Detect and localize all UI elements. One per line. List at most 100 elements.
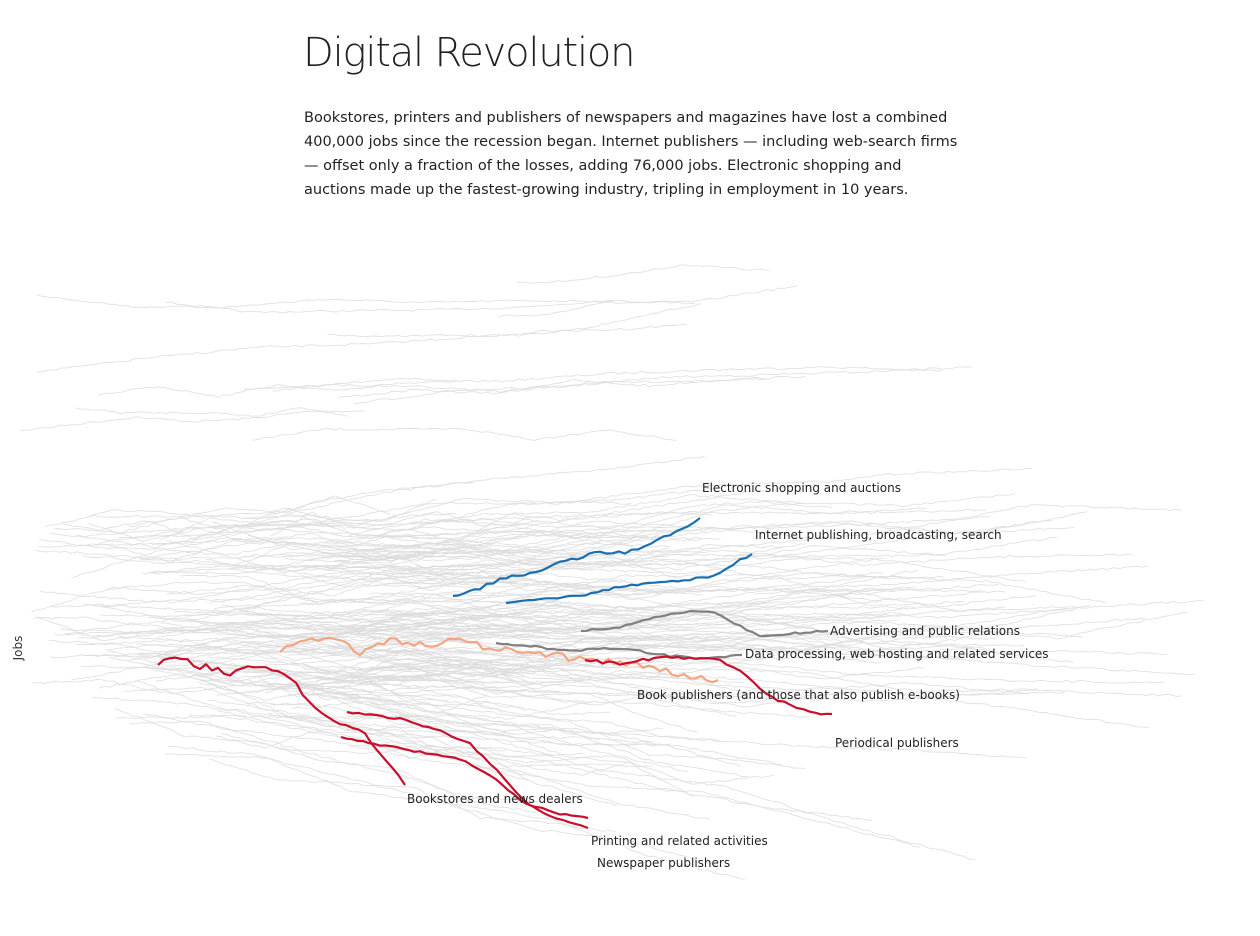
background-series-line (333, 642, 551, 674)
background-series-line (153, 669, 565, 695)
background-series-line (138, 467, 1032, 561)
background-series-line (403, 611, 1187, 673)
background-series-line (167, 745, 722, 868)
series-label-5: Periodical publishers (835, 736, 959, 750)
background-series-line (61, 495, 391, 534)
background-series-line (99, 598, 561, 623)
background-series-line (375, 649, 698, 733)
background-series-line (324, 547, 1133, 568)
background-series-line (370, 565, 1149, 597)
background-series-line (129, 720, 540, 803)
background-series-line (339, 612, 900, 654)
background-series-line (251, 427, 676, 441)
background-series-line (116, 715, 783, 765)
background-series-line (323, 504, 927, 549)
series-label-7: Printing and related activities (591, 834, 768, 848)
background-series-line (362, 608, 1195, 676)
background-series-line (297, 680, 612, 716)
background-series-line (287, 647, 1164, 684)
background-series-line (128, 498, 437, 534)
background-series-line (242, 528, 690, 562)
background-series-line (152, 533, 702, 575)
background-series-line (80, 638, 512, 662)
background-series-line (348, 518, 809, 540)
background-series-line (205, 559, 534, 580)
background-series-line (208, 699, 554, 757)
background-series-line (332, 675, 645, 706)
background-series-line (51, 543, 807, 608)
background-series-line (209, 656, 504, 714)
background-series-line (333, 692, 806, 769)
background-series-line (208, 758, 617, 833)
background-series-line (135, 643, 774, 696)
background-series-line (372, 493, 1016, 537)
series-label-8: Newspaper publishers (597, 856, 730, 870)
background-series-line (309, 683, 810, 718)
background-series-line (270, 511, 521, 537)
background-series-line (289, 715, 775, 785)
background-series-line (88, 522, 422, 554)
background-series-line (92, 557, 885, 637)
background-series-line (115, 707, 537, 813)
background-series-line (243, 377, 768, 393)
series-line-1 (505, 553, 753, 605)
background-series-line (19, 410, 365, 432)
background-series-line (313, 536, 1057, 583)
background-series-line (189, 714, 653, 742)
background-series-line (364, 581, 883, 608)
background-series-line (144, 713, 710, 820)
background-series-line (85, 486, 721, 546)
background-series-line (220, 733, 653, 768)
background-series-line (337, 375, 806, 399)
series-labels: Electronic shopping and auctions Internet… (407, 481, 1049, 870)
background-series-line (365, 572, 903, 601)
background-series-line (267, 712, 921, 848)
background-series-line (142, 666, 561, 694)
background-series-line (225, 666, 1066, 698)
background-series-line (125, 686, 584, 758)
series-label-2: Advertising and public relations (830, 624, 1020, 638)
background-series-line (166, 539, 519, 586)
background-series-line (409, 500, 833, 528)
background-series-line (392, 594, 1037, 644)
background-series-line (160, 513, 457, 541)
background-series-line (89, 455, 706, 519)
background-series-line (36, 303, 701, 373)
background-series-line (200, 601, 571, 624)
background-series-line (346, 554, 945, 579)
series-line-5 (584, 655, 833, 716)
background-series-line (118, 635, 528, 684)
background-series-line (390, 566, 1106, 604)
background-series-line (35, 537, 721, 559)
background-series-line (278, 651, 654, 689)
background-series-line (209, 520, 1053, 604)
background-series-line (327, 323, 687, 338)
series-line-7 (346, 710, 589, 820)
background-series-line (82, 555, 543, 581)
background-series-line (272, 366, 943, 392)
background-series-line (136, 654, 451, 729)
background-series-line (236, 526, 883, 580)
background-series-line (198, 676, 489, 713)
series-label-0: Electronic shopping and auctions (702, 481, 901, 495)
background-series-line (498, 285, 798, 318)
background-series-line (222, 605, 903, 630)
background-series-line (517, 264, 770, 284)
background-series-line (270, 702, 528, 782)
background-series-line (344, 714, 1027, 759)
background-series-line (36, 294, 615, 309)
y-axis-label: Jobs (11, 636, 25, 662)
background-series-line (74, 407, 348, 417)
background-series-line (299, 594, 898, 627)
series-label-6: Bookstores and news dealers (407, 792, 583, 806)
background-series-line (118, 497, 632, 539)
background-series-line (139, 535, 438, 566)
background-series-line (138, 639, 671, 663)
background-series-line (331, 654, 1029, 695)
background-series-line (348, 744, 628, 776)
background-series-line (174, 611, 1084, 640)
series-label-3: Data processing, web hosting and related… (745, 647, 1049, 661)
intro-paragraph: Bookstores, printers and publishers of n… (304, 110, 958, 198)
background-series-line (106, 580, 531, 605)
